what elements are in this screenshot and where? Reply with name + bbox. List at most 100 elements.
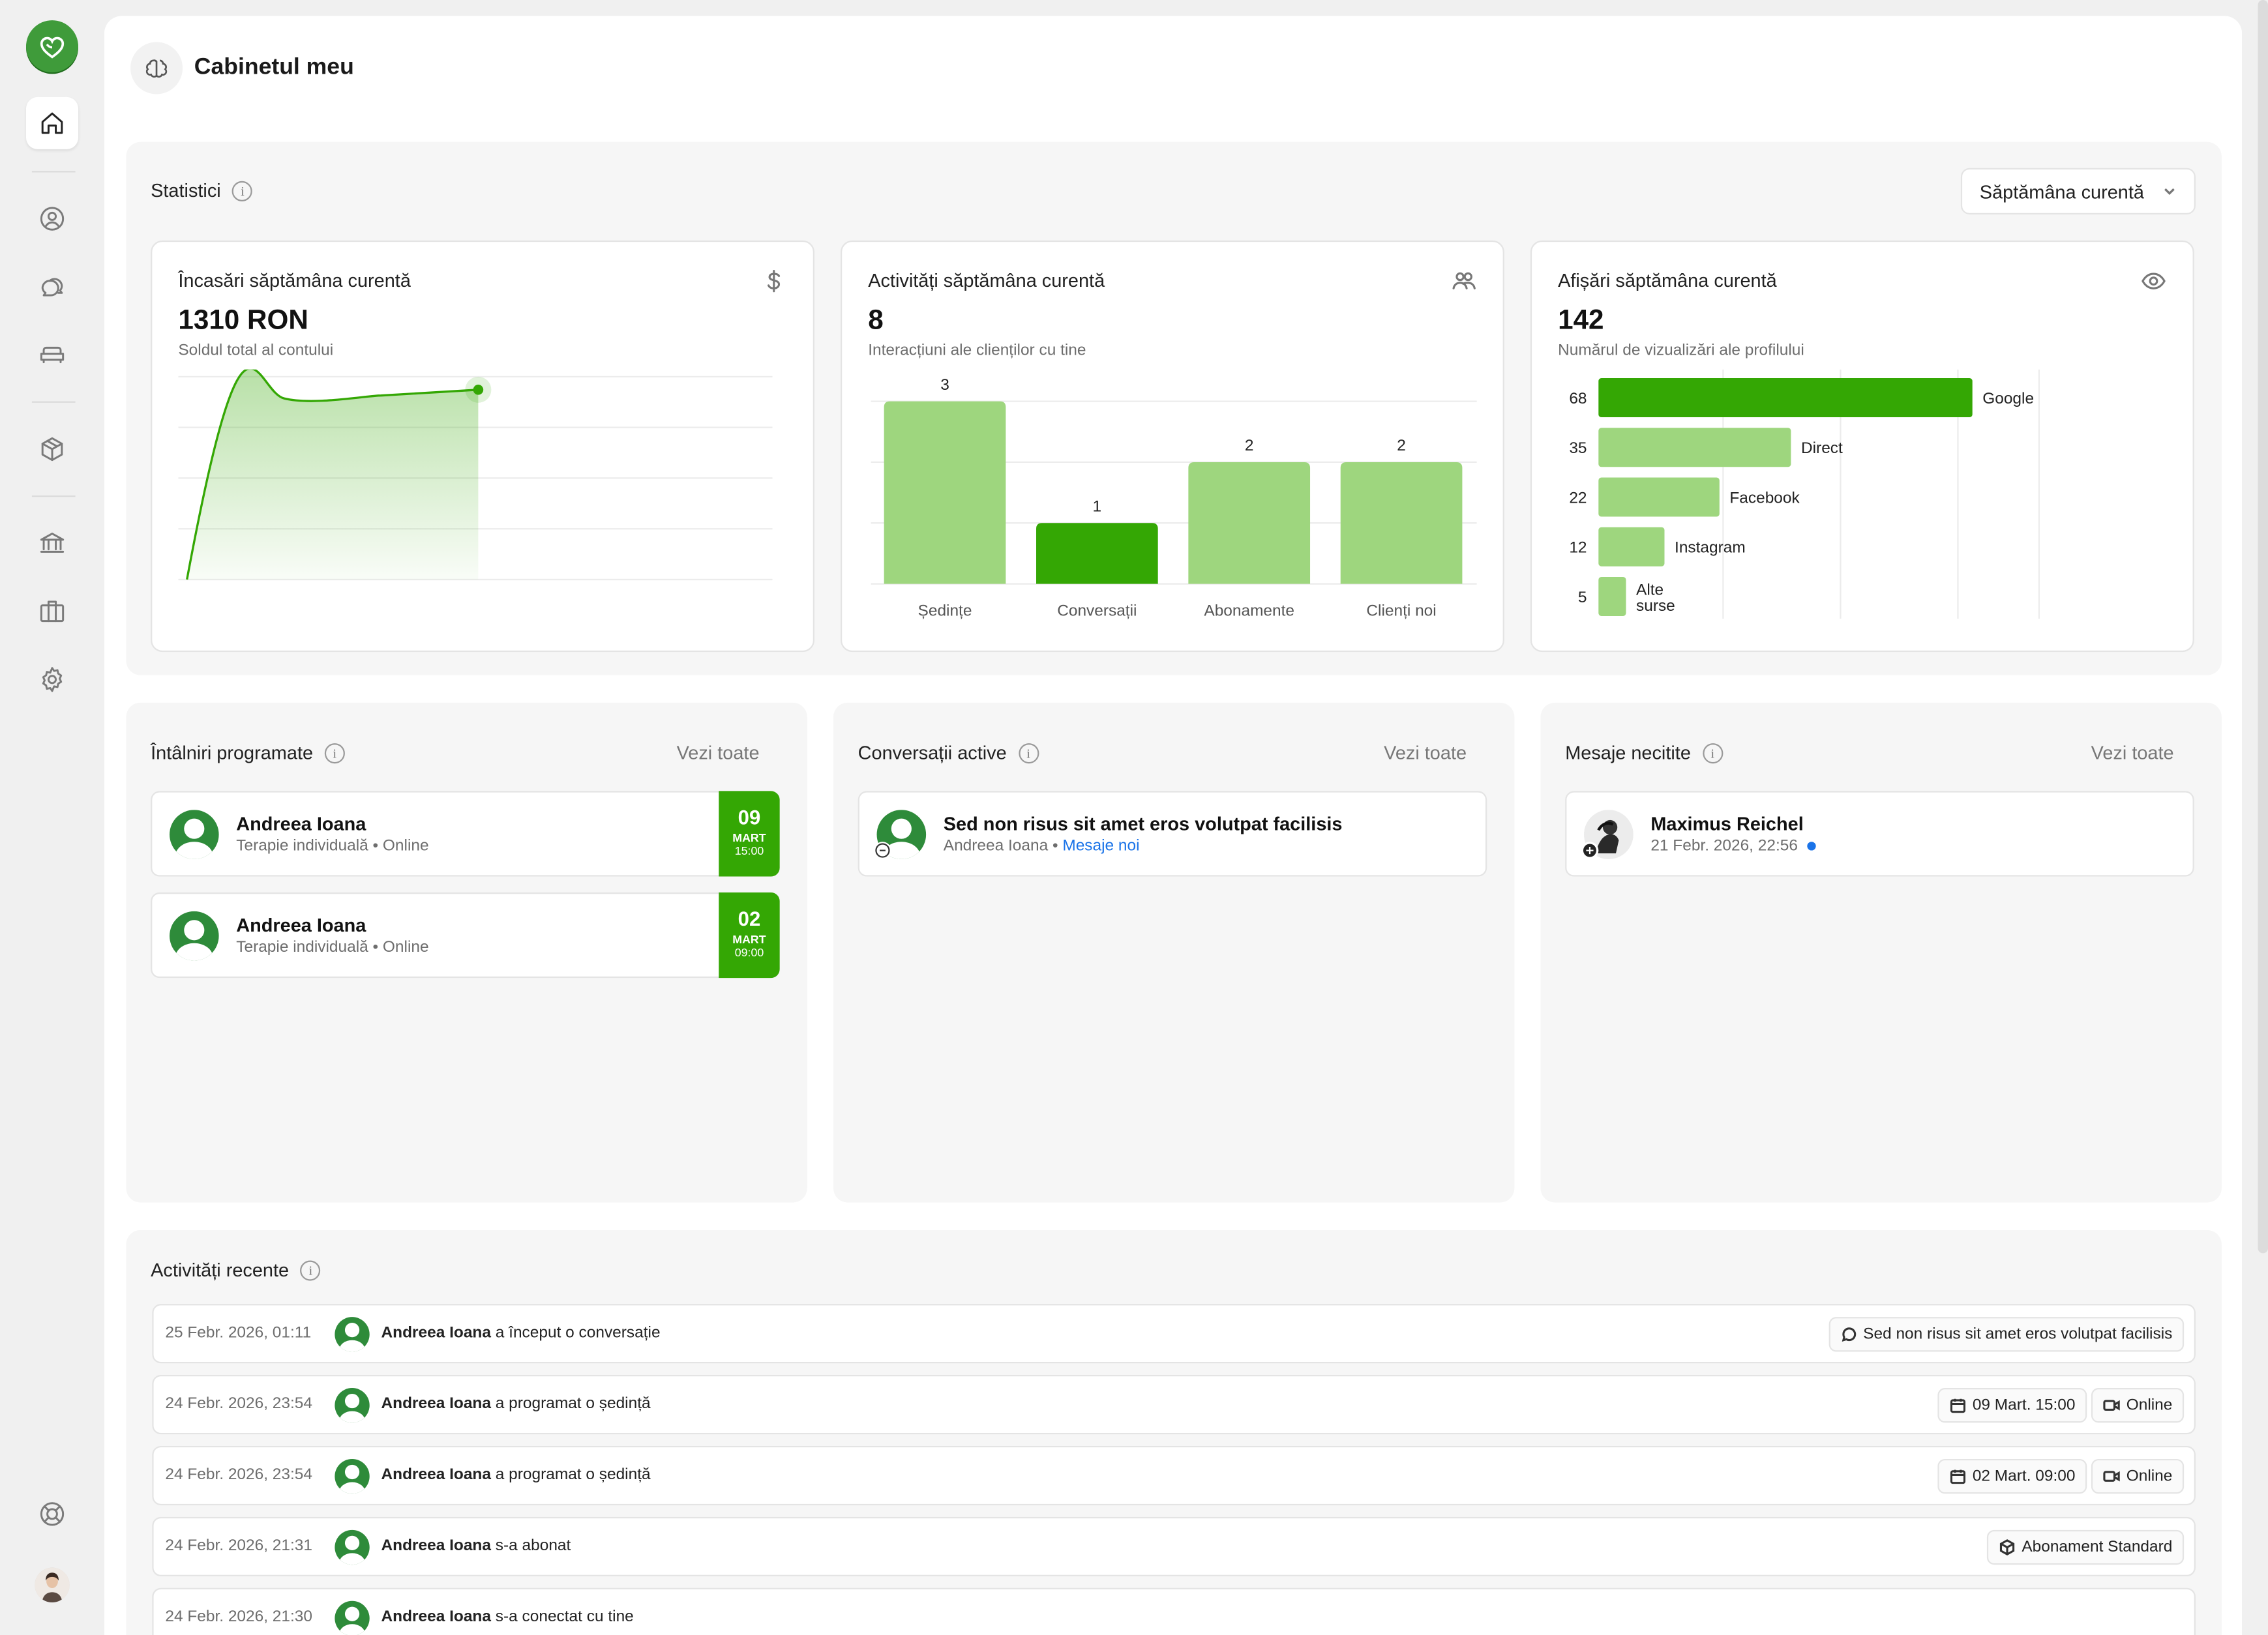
activity-person: Andreea Ioana <box>381 1466 491 1484</box>
activity-row[interactable]: 24 Febr. 2026, 21:30 Andreea Ioana s-a c… <box>152 1587 2196 1635</box>
activity-person: Andreea Ioana <box>381 1537 491 1555</box>
appointment-date-badge: 02 MART 09:00 <box>719 892 780 979</box>
app-logo[interactable] <box>26 20 79 73</box>
activity-date-chip[interactable]: 09 Mart. 15:00 <box>1937 1388 2087 1423</box>
unread-badge-icon <box>1581 842 1599 859</box>
activity-date: 24 Febr. 2026, 21:30 <box>165 1608 312 1626</box>
activity-date-chip[interactable]: 02 Mart. 09:00 <box>1937 1458 2087 1494</box>
chip-label: Online <box>2126 1396 2173 1415</box>
package-icon <box>41 437 63 462</box>
conversation-subject: Sed non risus sit amet eros volutpat fac… <box>943 812 1343 835</box>
conversation-status: Mesaje noi <box>1062 837 1140 855</box>
sidebar-item-home[interactable] <box>26 96 79 149</box>
messages-title-wrap: Mesaje necitite i <box>1565 742 1723 763</box>
bank-icon <box>40 533 65 553</box>
info-icon[interactable]: i <box>300 1259 321 1280</box>
page-scrollbar[interactable] <box>2258 0 2268 1254</box>
chip-label: Sed non risus sit amet eros volutpat fac… <box>1863 1325 2173 1344</box>
chip-label: Abonament Standard <box>2022 1539 2173 1556</box>
calendar-icon <box>1950 1469 1966 1484</box>
avatar <box>876 810 927 859</box>
video-icon <box>2103 1400 2121 1411</box>
appointment-mode: Online <box>382 939 429 956</box>
activity-subscription-chip[interactable]: Abonament Standard <box>1986 1529 2185 1565</box>
chat-icon <box>1841 1327 1856 1342</box>
activity-text: Andreea Ioana s-a conectat cu tine <box>381 1608 633 1626</box>
brain-icon <box>145 59 168 78</box>
activity-person: Andreea Ioana <box>381 1395 491 1413</box>
info-icon[interactable]: i <box>1018 742 1039 763</box>
activity-text: Andreea Ioana a programat o ședință <box>381 1466 650 1484</box>
view-source-value: 68 <box>1569 390 1587 407</box>
sidebar-item-help[interactable] <box>26 1488 78 1540</box>
activity-bar-value: 2 <box>1397 437 1406 454</box>
view-source-value: 12 <box>1569 539 1587 557</box>
view-source-label: Facebook <box>1729 489 1800 507</box>
recent-activities-panel: Activități recente i 25 Febr. 2026, 01:1… <box>126 1230 2222 1635</box>
appointment-details: Terapie individuală • Online <box>236 939 429 956</box>
views-card-subtitle: Numărul de vizualizări ale profilului <box>1558 342 1804 360</box>
activity-conversation-chip[interactable]: Sed non risus sit amet eros volutpat fac… <box>1828 1317 2185 1352</box>
appointment-type: Terapie individuală <box>236 837 368 855</box>
period-select[interactable]: Săptămâna curentă <box>1960 168 2196 214</box>
appointment-type: Terapie individuală <box>236 939 368 956</box>
avatar <box>170 810 219 859</box>
conversations-panel: Conversații active i Vezi toate Sed non … <box>833 702 1515 1203</box>
activity-person: Andreea Ioana <box>381 1324 491 1342</box>
activity-bar <box>1188 462 1311 584</box>
sidebar-item-profile[interactable] <box>26 193 78 245</box>
activity-bar <box>1340 462 1463 584</box>
briefcase-icon <box>40 600 65 623</box>
message-item[interactable]: Maximus Reichel 21 Febr. 2026, 22:56 <box>1565 791 2194 877</box>
conversations-see-all-link[interactable]: Vezi toate <box>1384 741 1467 764</box>
conversations-title: Conversații active <box>858 741 1007 764</box>
gear-icon <box>42 667 63 692</box>
users-icon <box>1451 268 1477 294</box>
activity-action: a programat o ședință <box>495 1466 651 1484</box>
activity-bar-value: 3 <box>940 376 949 394</box>
activity-action: a început o conversație <box>495 1324 661 1342</box>
view-source-label: Instagram <box>1675 539 1746 557</box>
activity-date: 24 Febr. 2026, 23:54 <box>165 1395 312 1413</box>
appointment-item[interactable]: Andreea Ioana Terapie individuală • Onli… <box>151 892 780 979</box>
activity-bar <box>1036 523 1158 584</box>
appointment-item[interactable]: Andreea Ioana Terapie individuală • Onli… <box>151 791 780 877</box>
appointments-title: Întâlniri programate <box>151 741 314 764</box>
appointment-month: MART <box>732 831 766 845</box>
info-icon[interactable]: i <box>232 180 253 201</box>
activity-bar-label: Abonamente <box>1204 602 1294 620</box>
activity-action: s-a abonat <box>495 1537 571 1555</box>
avatar-photo-icon <box>35 1567 70 1602</box>
activity-mode-chip[interactable]: Online <box>2091 1388 2185 1423</box>
sidebar-divider <box>31 495 76 497</box>
conversation-person: Andreea Ioana <box>943 837 1049 855</box>
sidebar-divider <box>31 171 76 173</box>
sidebar-item-services[interactable] <box>26 585 78 638</box>
activity-row[interactable]: 25 Febr. 2026, 01:11 Andreea Ioana a înc… <box>152 1304 2196 1364</box>
activity-mode-chip[interactable]: Online <box>2091 1458 2185 1494</box>
info-icon[interactable]: i <box>1702 742 1723 763</box>
appointment-mode: Online <box>382 837 429 855</box>
sidebar-item-conversations[interactable] <box>26 261 78 313</box>
conversation-item[interactable]: Sed non risus sit amet eros volutpat fac… <box>858 791 1487 877</box>
appointment-client-name: Andreea Ioana <box>236 914 366 936</box>
activity-row[interactable]: 24 Febr. 2026, 23:54 Andreea Ioana a pro… <box>152 1445 2196 1506</box>
sidebar-item-finance[interactable] <box>26 517 78 569</box>
appointments-see-all-link[interactable]: Vezi toate <box>676 741 760 764</box>
heart-chat-icon <box>40 37 65 59</box>
activity-bar-value: 2 <box>1245 437 1254 454</box>
activity-row[interactable]: 24 Febr. 2026, 21:31 Andreea Ioana s-a a… <box>152 1516 2196 1576</box>
activity-row[interactable]: 24 Febr. 2026, 23:54 Andreea Ioana a pro… <box>152 1375 2196 1435</box>
sidebar-item-subscriptions[interactable] <box>26 423 78 475</box>
info-icon[interactable]: i <box>324 742 345 763</box>
view-source-bar <box>1598 527 1665 567</box>
recent-activities-title: Activități recente <box>151 1259 290 1281</box>
user-circle-icon <box>40 207 65 231</box>
appointment-day: 02 <box>738 907 761 930</box>
messages-panel: Mesaje necitite i Vezi toate Maximus Rei… <box>1540 702 2222 1203</box>
messages-see-all-link[interactable]: Vezi toate <box>2091 741 2174 764</box>
user-avatar[interactable] <box>35 1567 70 1602</box>
activity-bar <box>884 401 1006 584</box>
sidebar-item-cabinet[interactable] <box>26 329 78 381</box>
sidebar-item-settings[interactable] <box>26 653 78 705</box>
